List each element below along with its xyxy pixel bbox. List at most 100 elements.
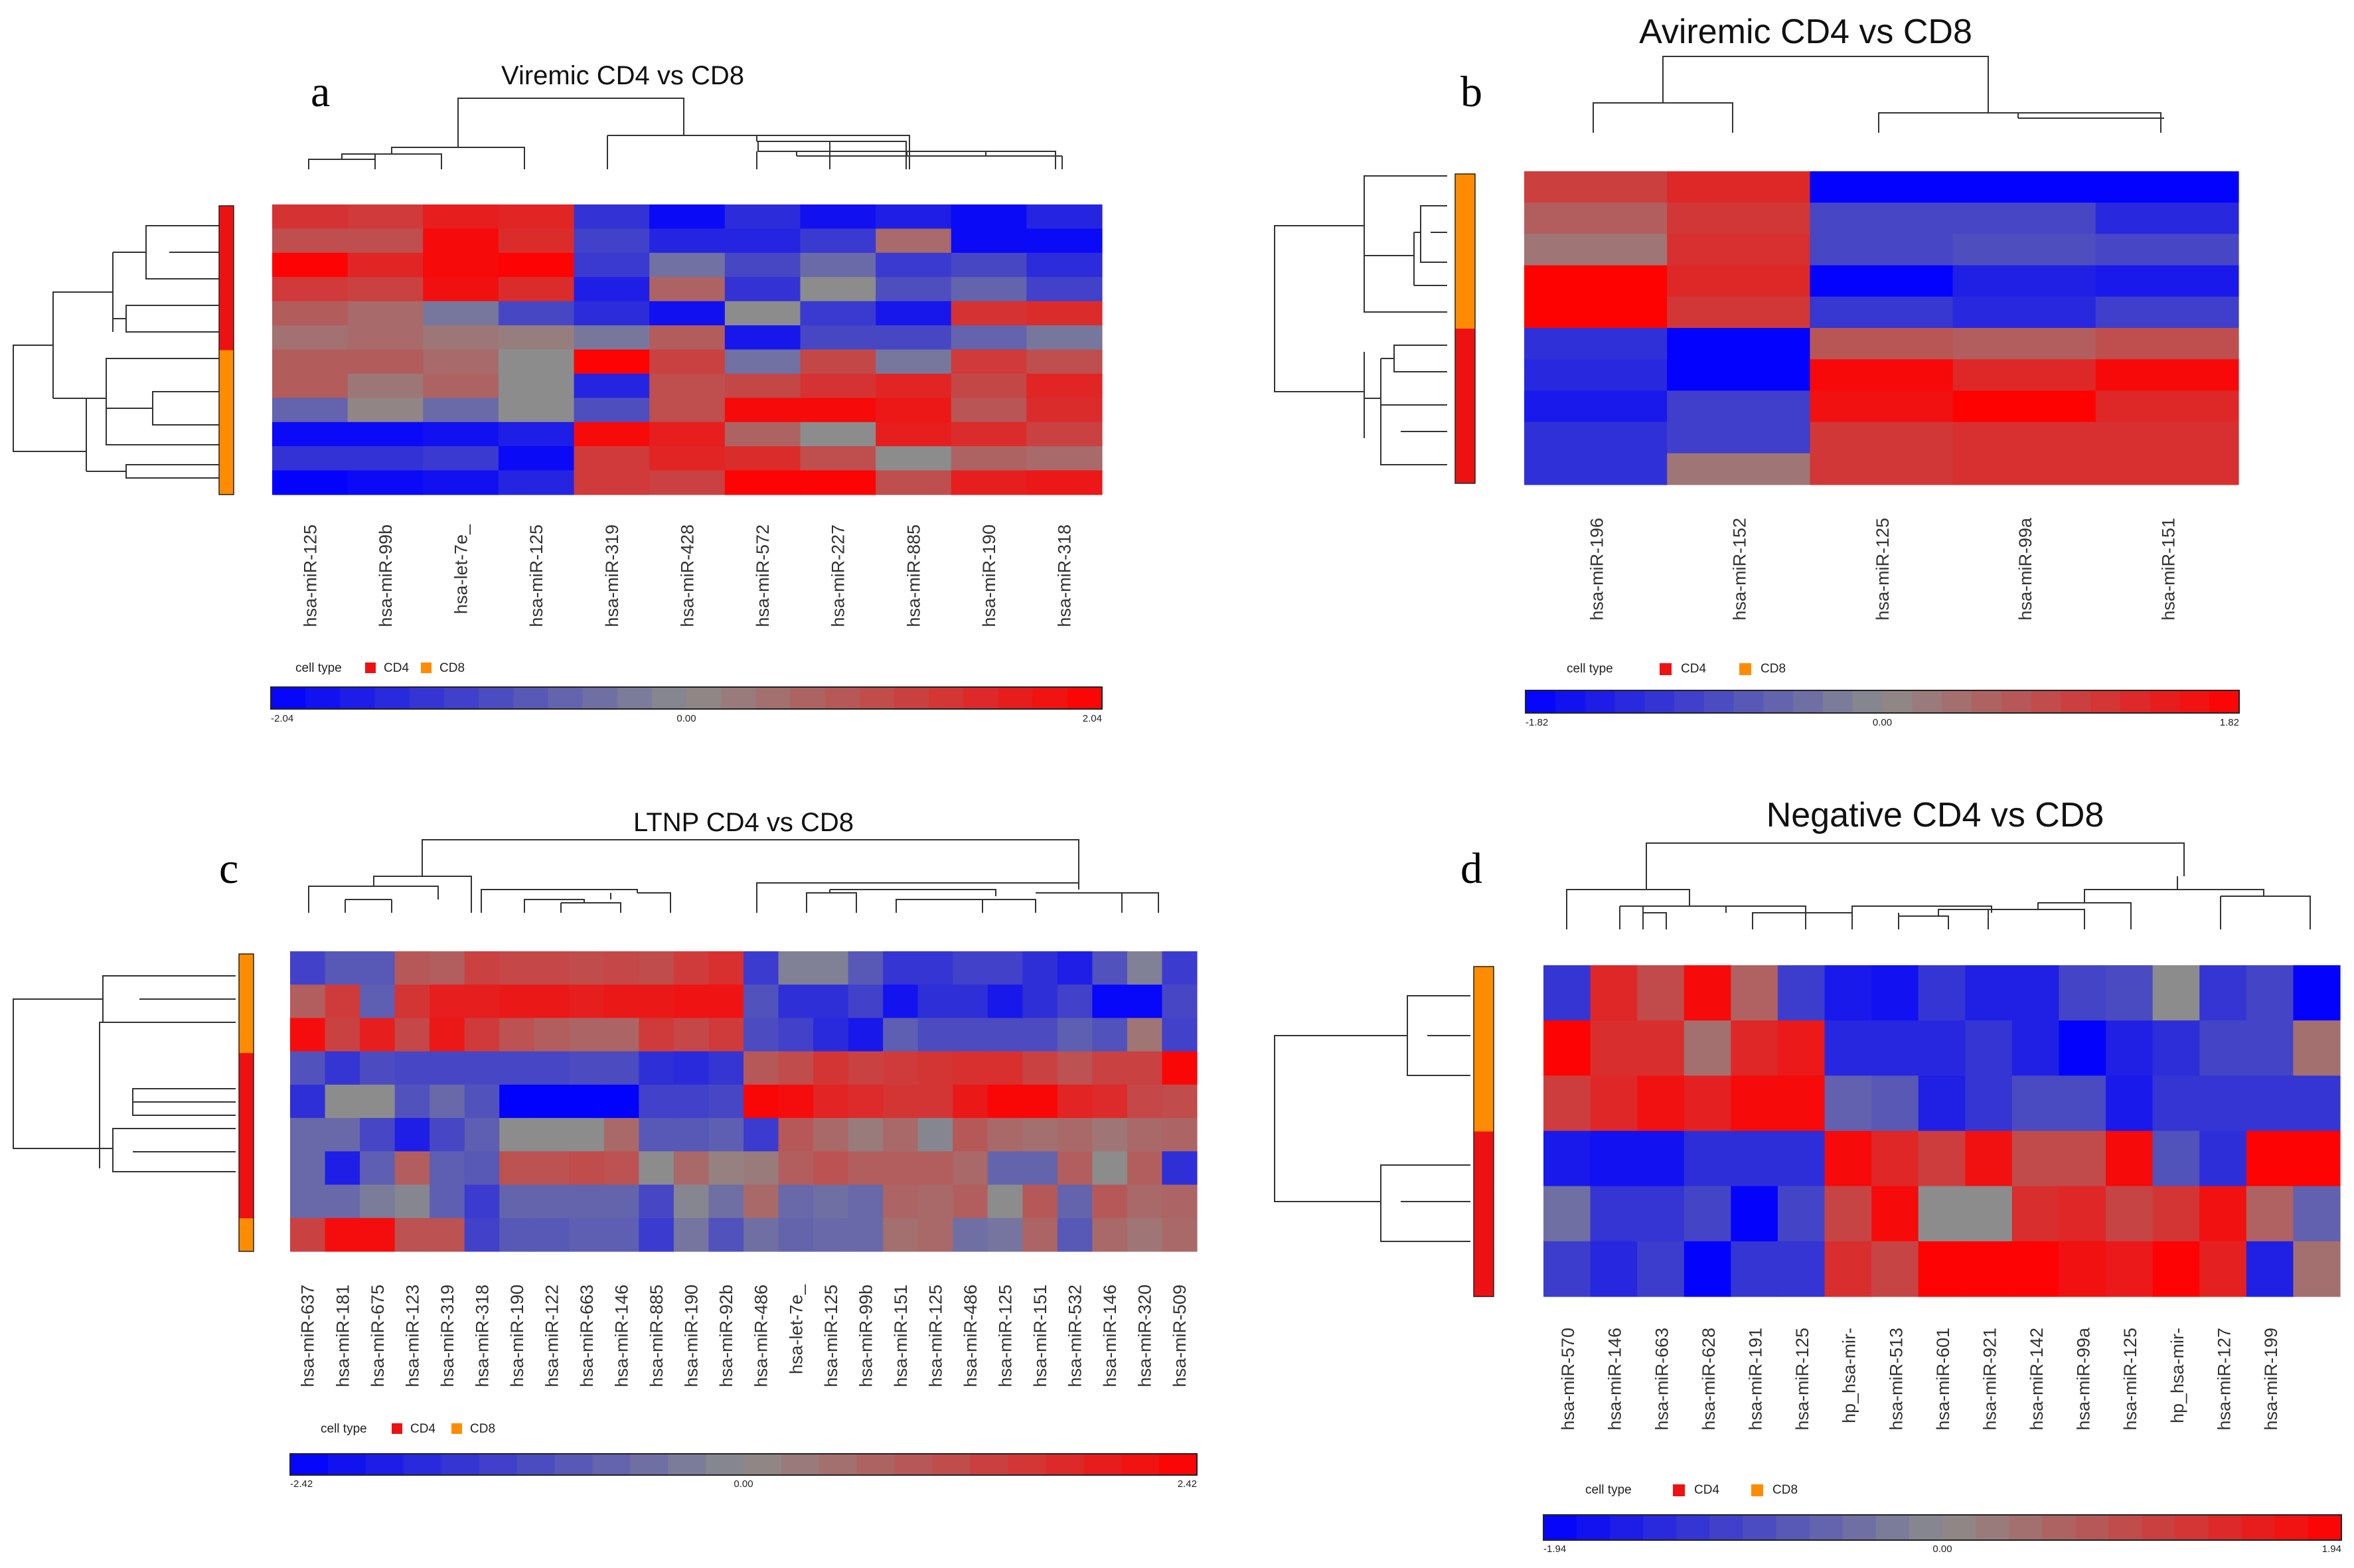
heatmap-cell [1092, 1051, 1128, 1085]
heatmap-cell [1127, 1184, 1163, 1219]
heatmap-cell [1543, 1186, 1591, 1242]
row-group-segment [219, 408, 234, 437]
heatmap-cell [1871, 1186, 1919, 1242]
heatmap-cell [639, 1118, 674, 1152]
scale-segment [1159, 1454, 1198, 1475]
heatmap-cell [876, 204, 952, 230]
heatmap-cell [360, 984, 396, 1019]
heatmap-cell [272, 446, 349, 471]
scale-segment [1763, 690, 1794, 713]
heatmap-cell [724, 204, 801, 230]
column-labels: hsa-miR-570 hsa-miR-146 hsa-miR-663 hsa-miR… [1558, 1327, 2281, 1431]
heatmap-cell [1162, 1084, 1198, 1119]
heatmap-cell [464, 951, 500, 985]
scale-segment [1121, 1454, 1160, 1475]
heatmap-cell [325, 1018, 360, 1052]
color-scale: -1.94 0.00 1.94 [1543, 1514, 2342, 1555]
scale-segment [2241, 1515, 2276, 1540]
heatmap-cell [2095, 453, 2239, 485]
heatmap-cell [951, 325, 1027, 351]
heatmap-cell [2011, 965, 2060, 1021]
heatmap-cell [574, 470, 650, 495]
heatmap-cell [2095, 202, 2239, 234]
heatmap-cell [394, 1217, 430, 1252]
scale-segment [1614, 690, 1645, 713]
heatmap-cell [464, 1118, 500, 1152]
heatmap-cell [1057, 951, 1093, 985]
legend-cd8: CD8 [470, 1422, 495, 1436]
cell-type-legend: cell type CD4 CD8 [295, 661, 465, 675]
legend-label: cell type [1585, 1483, 1632, 1497]
heatmap-cell [1952, 234, 2096, 266]
heatmap-cell [574, 204, 650, 230]
heatmap-cell [574, 446, 650, 471]
column-label: hsa-miR-921 [1980, 1328, 2000, 1431]
heatmap-cell [1026, 252, 1103, 277]
heatmap-cell [1162, 1018, 1198, 1052]
heatmap-cell [1952, 422, 2096, 454]
heatmap-cell [649, 204, 726, 230]
row-group-segment [239, 1020, 254, 1054]
row-group-segment [1455, 452, 1475, 484]
heatmap-cell [876, 228, 952, 254]
row-group-segment [219, 465, 234, 495]
scale-segment [443, 687, 479, 709]
heatmap-cell [499, 1018, 535, 1052]
heatmap-cell [953, 1018, 988, 1052]
heatmap-cell [2106, 1186, 2154, 1242]
scale-segment [516, 1454, 556, 1475]
heatmap-cell [290, 951, 326, 985]
scale-segment [2042, 1515, 2076, 1540]
row-group-segment [219, 234, 234, 264]
legend-cd8-swatch [1739, 663, 1751, 675]
heatmap-cell [360, 951, 396, 985]
heatmap-cell [2106, 965, 2154, 1021]
heatmap-cell [2059, 965, 2106, 1021]
scale-segment [1676, 1515, 1711, 1540]
heatmap-cell [987, 1084, 1023, 1119]
heatmap-cell [987, 1217, 1023, 1252]
column-label: hsa-miR-151 [2158, 518, 2178, 621]
heatmap-cell [2095, 296, 2239, 329]
heatmap-cell [953, 1118, 988, 1152]
scale-segment [2308, 1515, 2342, 1540]
heatmap-cell [272, 325, 349, 351]
scale-segment [441, 1454, 480, 1475]
heatmap-cell [2199, 1186, 2247, 1242]
heatmap-cell [1162, 1217, 1198, 1252]
heatmap-cell [1731, 1186, 1778, 1242]
row-group-bar [1454, 173, 1476, 484]
heatmap-cell [649, 422, 726, 447]
panel-title: Negative CD4 vs CD8 [1766, 796, 2104, 834]
heatmap-cell [708, 1151, 744, 1186]
column-label: hsa-miR-199 [2261, 1328, 2281, 1431]
row-group-segment [1474, 1131, 1494, 1187]
row-group-segment [239, 1152, 254, 1186]
scale-segment [1733, 690, 1764, 713]
heatmap-cell [917, 951, 953, 985]
heatmap-cell [2293, 1020, 2341, 1076]
scale-segment [755, 687, 791, 709]
heatmap-cell [724, 398, 801, 423]
heatmap-cell [290, 1051, 326, 1085]
scale-segment [1674, 690, 1705, 713]
heatmap-cell [2059, 1241, 2106, 1297]
heatmap-cell [1026, 446, 1103, 471]
heatmap-cell [423, 325, 499, 351]
column-label: hsa-miR-146 [1100, 1285, 1120, 1387]
heatmap-cell [724, 349, 801, 374]
row-group-segment [1474, 1186, 1494, 1242]
heatmap-cell [569, 1051, 605, 1085]
heatmap-cell [1810, 390, 1954, 423]
heatmap-cell [1824, 1075, 1872, 1132]
scale-segment [582, 687, 618, 709]
heatmap-cell [1026, 373, 1103, 398]
heatmap-cell [639, 984, 674, 1019]
heatmap-cell [534, 1184, 570, 1219]
heatmap-cell [360, 1184, 396, 1219]
legend-cd4-swatch [392, 1423, 402, 1434]
heatmap-cell [673, 1151, 710, 1186]
column-label: hsa-miR-663 [577, 1285, 597, 1387]
heatmap-cell [1684, 1020, 1731, 1076]
